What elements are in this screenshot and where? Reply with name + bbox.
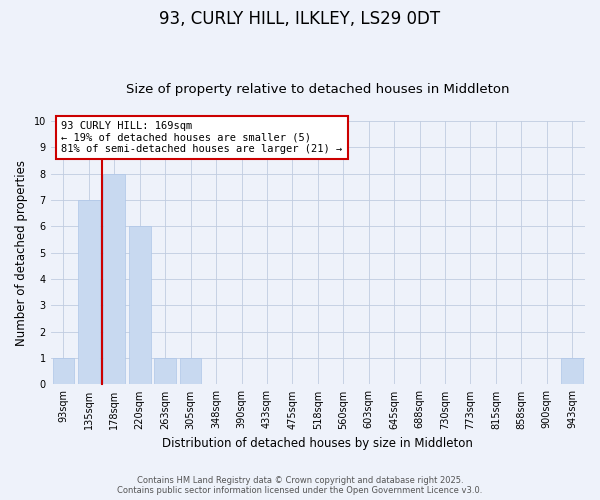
Bar — [154, 358, 176, 384]
Text: 93, CURLY HILL, ILKLEY, LS29 0DT: 93, CURLY HILL, ILKLEY, LS29 0DT — [160, 10, 440, 28]
X-axis label: Distribution of detached houses by size in Middleton: Distribution of detached houses by size … — [163, 437, 473, 450]
Bar — [103, 174, 125, 384]
Text: Contains HM Land Registry data © Crown copyright and database right 2025.
Contai: Contains HM Land Registry data © Crown c… — [118, 476, 482, 495]
Bar — [562, 358, 583, 384]
Title: Size of property relative to detached houses in Middleton: Size of property relative to detached ho… — [126, 83, 509, 96]
Bar — [129, 226, 151, 384]
Bar — [180, 358, 202, 384]
Bar — [53, 358, 74, 384]
Text: 93 CURLY HILL: 169sqm
← 19% of detached houses are smaller (5)
81% of semi-detac: 93 CURLY HILL: 169sqm ← 19% of detached … — [61, 121, 343, 154]
Y-axis label: Number of detached properties: Number of detached properties — [15, 160, 28, 346]
Bar — [78, 200, 100, 384]
